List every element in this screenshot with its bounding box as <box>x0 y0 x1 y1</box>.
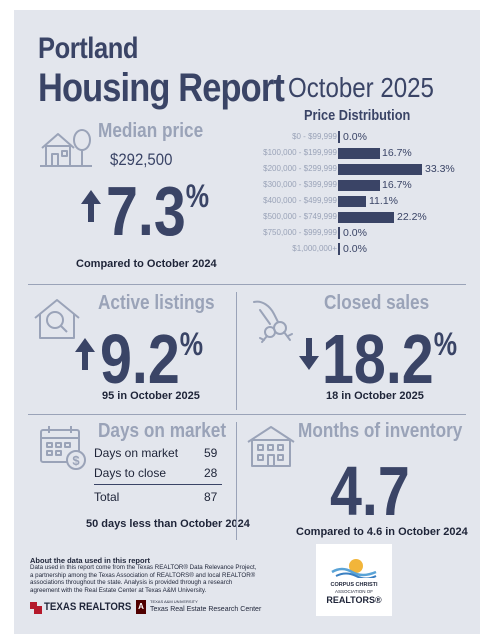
divider <box>236 422 237 540</box>
closed-sales-note: 18 in October 2025 <box>326 390 424 402</box>
svg-text:$: $ <box>72 453 80 468</box>
dom-total-value: 87 <box>204 490 218 504</box>
price-row: $100,000 - $199,999 16.7% <box>263 147 412 159</box>
months-inventory-value: 4.7 <box>330 452 410 530</box>
months-inventory-label: Months of inventory <box>298 420 463 442</box>
arrow-up-icon <box>75 338 95 370</box>
research-center-small: TEXAS A&M UNIVERSITY <box>150 599 198 604</box>
aggie-mark-icon: A <box>138 602 144 611</box>
months-inventory-note: Compared to 4.6 in October 2024 <box>296 526 468 538</box>
closed-sales-label: Closed sales <box>324 292 430 314</box>
days-on-market-label: Days on market <box>98 420 227 442</box>
median-price-label: Median price <box>98 120 204 142</box>
building-icon <box>247 426 295 467</box>
closed-sales-change: 18.2% <box>322 320 458 398</box>
corpus-christi-logo: CORPUS CHRISTI ASSOCIATION OF REALTORS® <box>316 544 392 616</box>
days-on-market-note: 50 days less than October 2024 <box>86 518 250 530</box>
active-listings-change: 9.2% <box>100 320 204 398</box>
active-listings-note: 95 in October 2025 <box>102 390 200 402</box>
price-distribution-chart: $0 - $99,999 0.0% $100,000 - $199,999 16.7… <box>14 130 480 260</box>
price-row: $400,000 - $499,999 11.1% <box>263 195 398 207</box>
price-distribution-title: Price Distribution <box>304 107 411 124</box>
about-title: About the data used in this report <box>30 556 151 565</box>
arrow-down-icon <box>299 338 319 370</box>
house-search-icon <box>34 299 80 339</box>
research-center-name: Texas Real Estate Research Center <box>150 606 262 613</box>
total-rule <box>94 484 222 485</box>
price-row: $1,000,000+ 0.0% <box>292 243 367 255</box>
divider <box>28 284 466 285</box>
corpus-logo-line2: ASSOCIATION OF <box>335 589 373 594</box>
dom-total-label: Total <box>94 490 120 504</box>
calendar-money-icon: $ <box>40 426 86 470</box>
city-name: Portland <box>38 32 139 65</box>
report-title: Housing Report <box>38 66 285 110</box>
report-sheet: Portland Housing Report October 2025 Med… <box>14 10 480 634</box>
report-period: October 2025 <box>288 72 434 103</box>
median-price-value: $292,500 <box>110 150 173 169</box>
about-text: Data used in this report come from the T… <box>30 564 257 594</box>
median-price-note: Compared to October 2024 <box>76 258 217 270</box>
price-row: $750,000 - $999,999 0.0% <box>263 227 367 239</box>
divider <box>28 414 466 415</box>
arrow-up-icon <box>81 190 101 222</box>
texas-realtors-name: TEXAS REALTORS <box>44 601 132 613</box>
corpus-logo-line3: REALTORS® <box>326 595 382 605</box>
texas-realtors-logo <box>30 602 42 614</box>
divider <box>236 292 237 410</box>
price-row: $500,000 - $749,999 22.2% <box>263 211 427 223</box>
corpus-logo-line1: CORPUS CHRISTI <box>330 582 378 588</box>
dom-row-label: Days to close <box>94 466 167 480</box>
price-row: $200,000 - $299,999 33.3% <box>263 163 455 175</box>
median-price-change: 7.3% <box>106 172 210 250</box>
active-listings-label: Active listings <box>98 292 215 314</box>
dom-row-value: 28 <box>204 466 218 480</box>
price-row: $0 - $99,999 0.0% <box>292 131 367 143</box>
hand-keys-icon <box>253 300 293 343</box>
research-center-badge: A <box>136 600 146 614</box>
sun-waves-icon <box>331 559 377 578</box>
price-row: $300,000 - $399,999 16.7% <box>263 179 412 191</box>
house-tree-icon <box>40 129 92 167</box>
dom-row-label: Days on market <box>94 446 179 460</box>
dom-row-value: 59 <box>204 446 218 460</box>
